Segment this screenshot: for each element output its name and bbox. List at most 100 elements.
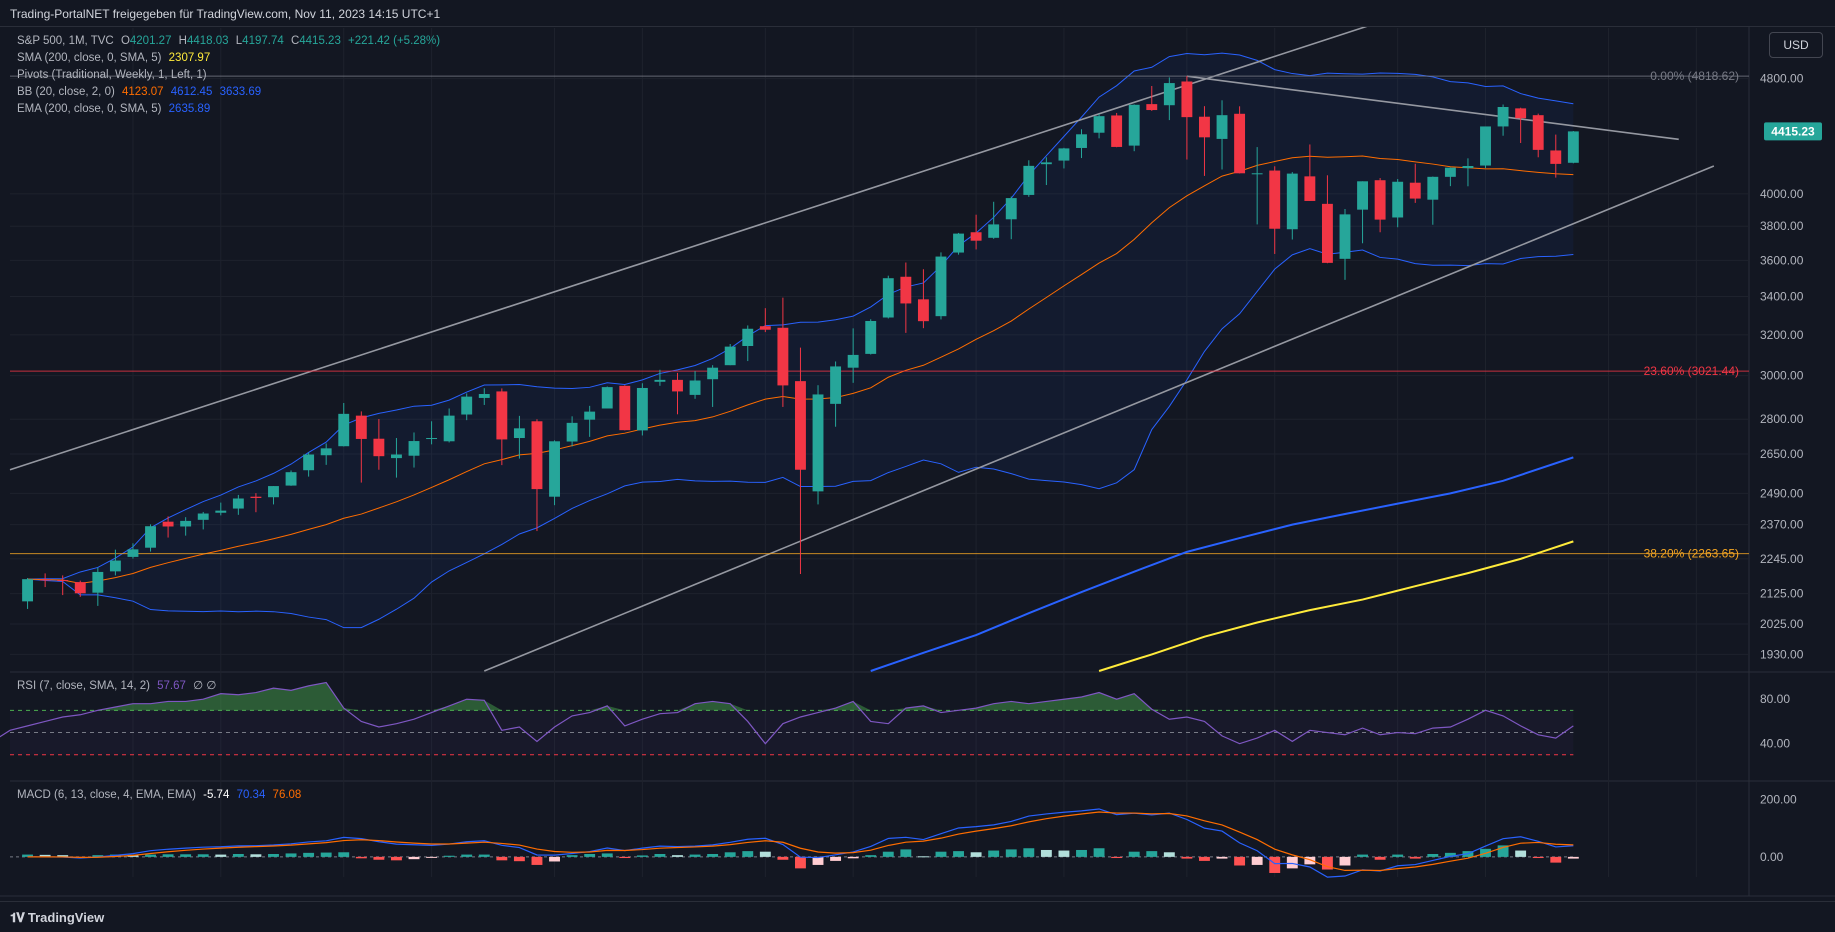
bb-legend: BB (20, close, 2, 0) 4123.07 4612.45 363… — [17, 86, 262, 98]
candle-body — [250, 496, 262, 498]
candle — [1181, 76, 1193, 160]
fib-level-label: 38.20% (2263.65) — [1644, 547, 1739, 561]
currency-button[interactable]: USD — [1769, 32, 1823, 58]
candle-body — [57, 580, 69, 582]
candle-body — [636, 387, 648, 431]
macd-hist-bar — [1304, 856, 1316, 865]
ema-legend: EMA (200, close, 0, SMA, 5) 2635.89 — [17, 103, 211, 115]
macd-hist-bar — [57, 855, 69, 857]
macd-hist-bar — [882, 851, 894, 857]
candle — [355, 411, 367, 483]
candle — [426, 421, 438, 445]
macd-hist-bar — [1532, 856, 1544, 859]
candle-body — [390, 454, 402, 459]
candle-body — [373, 438, 385, 457]
candle — [461, 393, 473, 421]
rsi-overbought-fill — [0, 682, 1574, 711]
candle — [1286, 172, 1298, 240]
ema-200-line — [870, 456, 1574, 672]
macd-hist-bar — [1199, 856, 1210, 861]
candle-body — [1357, 181, 1369, 210]
macd-hist-bar — [812, 856, 824, 865]
bb-upper-line — [27, 52, 1574, 580]
candle-body — [935, 256, 947, 317]
macd-line-value: 70.34 — [236, 789, 266, 801]
price-tick-label: 2800.00 — [1760, 412, 1804, 426]
sma-value: 2307.97 — [168, 52, 211, 64]
candle — [549, 440, 560, 506]
candle-body — [917, 299, 929, 322]
candle — [531, 419, 543, 532]
candle — [917, 269, 929, 329]
candle-body — [1321, 203, 1333, 263]
candle-body — [1567, 131, 1579, 163]
macd-hist-bar — [636, 855, 648, 857]
candle-body — [1216, 115, 1228, 139]
macd-hist-bar — [1444, 852, 1456, 857]
candle-body — [1427, 176, 1439, 200]
candle-body — [777, 327, 789, 386]
candle — [39, 573, 51, 588]
candle-body — [145, 526, 156, 548]
candle — [268, 486, 279, 505]
candle — [865, 319, 877, 355]
candle-body — [1462, 165, 1474, 169]
candle-body — [180, 520, 192, 527]
candle — [1023, 160, 1035, 197]
candle-body — [1199, 116, 1210, 138]
candle — [1005, 196, 1017, 240]
candle-body — [320, 448, 332, 456]
low-value: 4197.74 — [242, 35, 284, 47]
candle-body — [1163, 83, 1175, 106]
candle-body — [1374, 180, 1386, 220]
macd-hist-bar — [250, 854, 262, 857]
macd-hist-bar — [759, 851, 771, 857]
candle — [303, 452, 315, 477]
macd-hist-bar — [373, 856, 385, 860]
macd-hist-bar — [988, 850, 1000, 857]
macd-hist-bar — [285, 853, 297, 857]
candle — [74, 580, 86, 597]
candle-body — [1409, 182, 1421, 199]
macd-hist-bar — [865, 855, 877, 857]
macd-hist-bar — [1286, 856, 1298, 869]
candle-body — [830, 366, 842, 404]
candle-body — [39, 579, 51, 581]
candle — [250, 493, 262, 513]
price-tick-label: 3800.00 — [1760, 219, 1804, 233]
candle — [373, 419, 385, 470]
candle — [1444, 167, 1456, 187]
macd-line — [27, 808, 1574, 878]
candle — [513, 415, 525, 459]
candle — [1480, 126, 1491, 169]
candle-body — [232, 498, 244, 509]
candle — [847, 328, 859, 383]
candle-body — [268, 486, 279, 498]
candle — [689, 371, 701, 399]
macd-hist-bar — [355, 856, 367, 859]
sma-200-line — [1098, 540, 1574, 672]
candle — [390, 438, 402, 478]
fib-level-label: 0.00% (4818.62) — [1650, 69, 1739, 83]
candle-body — [443, 415, 455, 442]
bb-fill — [27, 53, 1574, 628]
candle — [759, 308, 771, 333]
candle-body — [1480, 126, 1491, 166]
macd-hist-bar — [1111, 856, 1123, 859]
candle-body — [1497, 106, 1509, 127]
candle — [584, 405, 596, 437]
macd-hist-bar — [1515, 850, 1527, 857]
macd-hist-bar — [1321, 856, 1333, 870]
candle — [672, 372, 683, 415]
candle-body — [22, 579, 34, 602]
candle — [145, 524, 156, 552]
macd-hist-bar — [935, 851, 947, 857]
candle-body — [1023, 165, 1035, 195]
macd-hist-bar — [39, 854, 51, 857]
last-price-badge — [1764, 122, 1822, 141]
candle-body — [566, 422, 578, 442]
macd-hist-bar — [1567, 856, 1579, 859]
macd-hist-bar — [162, 854, 174, 857]
candle-body — [92, 571, 104, 593]
